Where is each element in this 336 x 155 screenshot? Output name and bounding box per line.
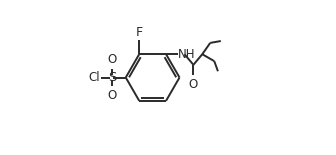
Text: O: O xyxy=(189,78,198,91)
Text: O: O xyxy=(107,89,117,102)
Text: F: F xyxy=(136,26,143,39)
Text: Cl: Cl xyxy=(88,71,100,84)
Text: NH: NH xyxy=(178,48,196,61)
Text: O: O xyxy=(107,53,117,66)
Text: S: S xyxy=(108,71,116,84)
